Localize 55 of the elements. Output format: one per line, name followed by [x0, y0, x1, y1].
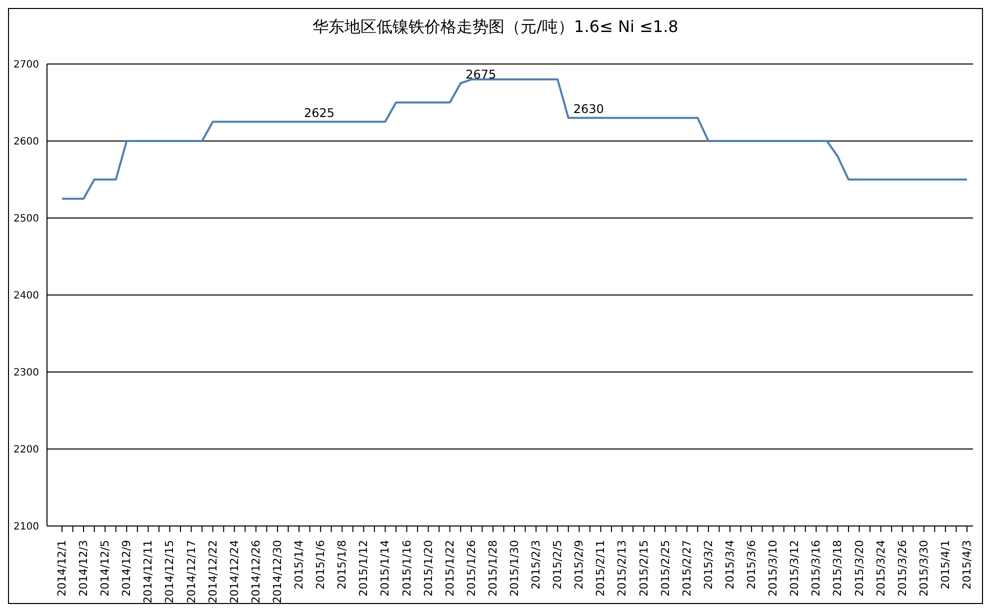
x-tick-label: 2015/1/8 [336, 540, 349, 590]
data-label: 2630 [573, 102, 604, 116]
x-tick-label: 2015/1/16 [400, 540, 414, 596]
x-tick-label: 2015/4/1 [938, 540, 952, 590]
x-tick-label: 2015/3/10 [766, 540, 780, 596]
data-label: 2625 [304, 106, 335, 120]
chart-title: 华东地区低镍铁价格走势图（元/吨）1.6≤ Ni ≤1.8 [312, 17, 680, 38]
x-tick-label: 2015/3/30 [917, 540, 930, 596]
x-tick-label: 2015/2/11 [594, 540, 608, 596]
y-tick-label: 2300 [14, 368, 39, 379]
y-tick-label: 2200 [14, 444, 39, 456]
x-tick-label: 2015/1/14 [378, 540, 392, 596]
x-tick-label: 2015/1/4 [292, 540, 306, 590]
x-tick-label: 2015/3/2 [702, 540, 715, 590]
y-tick-label: 2700 [14, 60, 39, 71]
x-tick-label: 2014/12/24 [228, 540, 241, 604]
x-tick-label: 2015/2/9 [572, 540, 586, 590]
x-tick-label: 2015/1/20 [422, 540, 435, 596]
x-tick-label: 2014/12/3 [77, 540, 90, 596]
x-tick-label: 2015/2/27 [680, 540, 694, 596]
x-tick-label: 2015/2/25 [658, 540, 672, 596]
x-tick-label: 2015/2/3 [530, 540, 543, 590]
x-tick-label: 2015/3/6 [745, 540, 758, 590]
x-tick-label: 2014/12/1 [56, 540, 68, 596]
x-tick-label: 2015/3/18 [831, 540, 844, 596]
x-tick-label: 2015/2/13 [616, 540, 629, 596]
x-tick-label: 2014/12/9 [120, 540, 134, 596]
y-tick-label: 2100 [14, 522, 39, 533]
x-tick-label: 2014/12/30 [270, 540, 284, 604]
y-tick-label: 2600 [14, 136, 39, 148]
x-tick-label: 2015/3/26 [896, 540, 909, 596]
y-tick-label: 2500 [14, 214, 39, 225]
x-tick-label: 2015/1/28 [486, 540, 500, 596]
line-series [61, 78, 968, 200]
x-tick-label: 2015/1/12 [357, 540, 370, 596]
x-tick-label: 2015/3/4 [723, 540, 736, 590]
x-tick-label: 2015/1/22 [443, 540, 456, 596]
x-tick-label: 2015/1/26 [464, 540, 478, 596]
x-tick-label: 2015/1/6 [314, 540, 328, 590]
x-tick-label: 2014/12/22 [206, 540, 220, 604]
x-tick-label: 2015/3/12 [788, 540, 802, 596]
x-tick-label: 2014/12/15 [163, 540, 176, 604]
x-tick-label: 2014/12/26 [249, 540, 262, 604]
x-tick-label: 2014/12/11 [142, 540, 155, 604]
x-tick-label: 2015/4/3 [960, 540, 974, 590]
x-tick-label: 2015/3/24 [874, 540, 888, 596]
x-tick-label: 2014/12/5 [98, 540, 112, 596]
data-label: 2675 [466, 67, 496, 82]
x-tick-label: 2015/3/20 [852, 540, 866, 596]
x-tick-label: 2015/2/15 [637, 540, 650, 596]
x-tick-label: 2015/3/16 [810, 540, 823, 596]
x-tick-label: 2015/2/5 [551, 540, 564, 590]
y-tick-label: 2400 [14, 290, 39, 302]
x-tick-label: 2014/12/17 [184, 540, 198, 604]
x-tick-label: 2015/1/30 [508, 540, 521, 596]
